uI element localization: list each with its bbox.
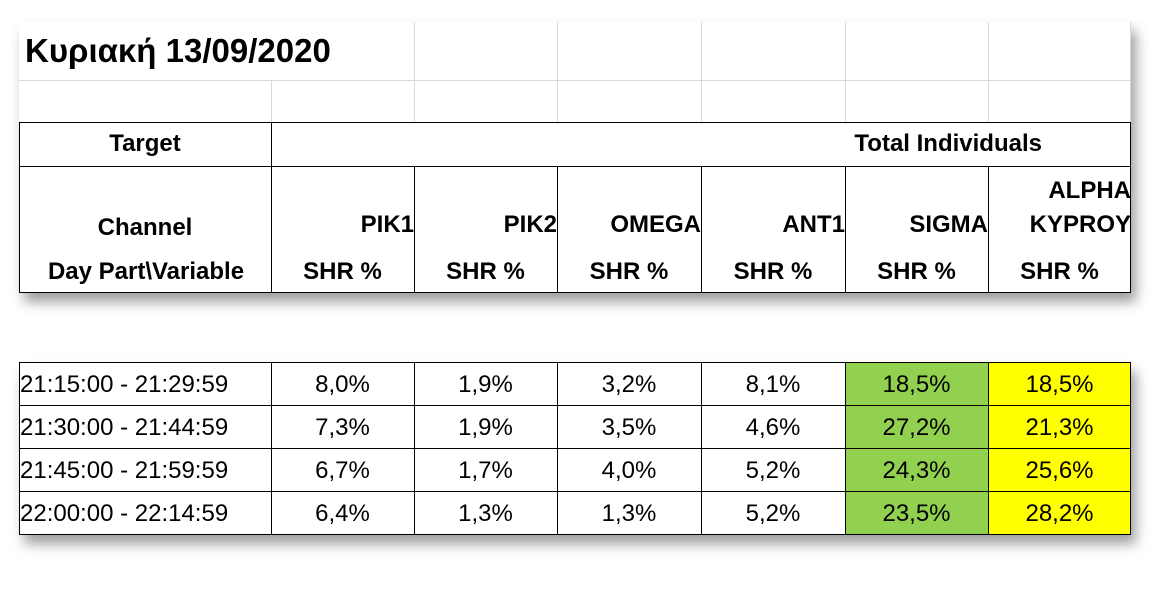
variable-header-pik1: SHR % [303, 257, 382, 285]
share-cell-ant1: 8,1% [745, 370, 801, 398]
channel-header-sigma: SIGMA [845, 166, 988, 249]
target-label: Target [109, 130, 181, 157]
channel-header-pik2: PIK2 [414, 166, 557, 249]
daypart-label: Day Part\Variable [47, 257, 245, 285]
daypart-cell: 21:30:00 - 21:44:59 [20, 413, 229, 441]
channel-header-alpha-kyproy: ALPHA KYPROY [988, 166, 1131, 249]
share-cell-alpha-kyproy: 18,5% [988, 363, 1131, 406]
table-row: 21:15:00 - 21:29:59 8,0% 1,9% 3,2% 8,1% 18,5%… [19, 363, 1131, 406]
share-cell-alpha-kyproy: 28,2% [988, 492, 1131, 535]
share-cell-pik1: 7,3% [315, 413, 370, 441]
share-cell-pik1: 6,4% [315, 499, 370, 527]
share-cell-pik2: 1,9% [458, 413, 513, 441]
share-cell-omega: 1,3% [601, 499, 657, 527]
report-title: Κυριακή 13/09/2020 [25, 32, 331, 69]
table-row: 21:45:00 - 21:59:59 6,7% 1,7% 4,0% 5,2% 24,3%… [19, 449, 1131, 492]
share-cell-pik1: 8,0% [315, 370, 370, 398]
share-cell-sigma: 27,2% [845, 406, 988, 449]
share-cell-pik2: 1,9% [458, 370, 513, 398]
share-cell-ant1: 4,6% [745, 413, 801, 441]
share-cell-ant1: 5,2% [745, 456, 801, 484]
share-cell-pik2: 1,7% [458, 456, 513, 484]
share-cell-omega: 4,0% [601, 456, 657, 484]
channel-label: Channel [97, 214, 193, 241]
variable-header-ant1: SHR % [733, 257, 813, 285]
channel-header-line: PIK2 [503, 211, 557, 238]
daypart-cell: 21:15:00 - 21:29:59 [20, 370, 229, 398]
share-cell-omega: 3,5% [601, 413, 657, 441]
daypart-cell: 22:00:00 - 22:14:59 [20, 499, 229, 527]
share-cell-sigma: 24,3% [845, 449, 988, 492]
channel-header-omega: OMEGA [557, 166, 701, 249]
data-table: 21:15:00 - 21:29:59 8,0% 1,9% 3,2% 8,1% 18,5%… [19, 362, 1131, 535]
table-row: 22:00:00 - 22:14:59 6,4% 1,3% 1,3% 5,2% 23,5%… [19, 492, 1131, 535]
channel-header-line: SIGMA [909, 211, 988, 238]
channel-header-line: KYPROY [1029, 211, 1131, 238]
share-cell-alpha-kyproy: 25,6% [988, 449, 1131, 492]
channel-header-ant1: ANT1 [701, 166, 845, 249]
channel-header-line: ANT1 [782, 211, 845, 238]
variable-header-alpha-kyproy: SHR % [1020, 257, 1099, 285]
share-cell-sigma: 23,5% [845, 492, 988, 535]
share-cell-sigma: 18,5% [845, 363, 988, 406]
variable-header-pik2: SHR % [446, 257, 525, 285]
share-cell-alpha-kyproy: 21,3% [988, 406, 1131, 449]
table-row: 21:30:00 - 21:44:59 7,3% 1,9% 3,5% 4,6% 27,2%… [19, 406, 1131, 449]
share-cell-omega: 3,2% [601, 370, 657, 398]
daypart-cell: 21:45:00 - 21:59:59 [20, 456, 229, 484]
target-value: Total Individuals [854, 130, 1042, 157]
share-cell-ant1: 5,2% [745, 499, 801, 527]
channel-header-line: OMEGA [610, 211, 701, 238]
share-cell-pik2: 1,3% [458, 499, 513, 527]
variable-header-sigma: SHR % [877, 257, 956, 285]
share-cell-pik1: 6,7% [315, 456, 370, 484]
header-table: Κυριακή 13/09/2020 Target Total Individu… [19, 22, 1131, 293]
channel-header-line: PIK1 [360, 211, 414, 238]
variable-header-omega: SHR % [589, 257, 669, 285]
channel-header-line: ALPHA [1048, 177, 1131, 204]
channel-header-pik1: PIK1 [271, 166, 414, 249]
